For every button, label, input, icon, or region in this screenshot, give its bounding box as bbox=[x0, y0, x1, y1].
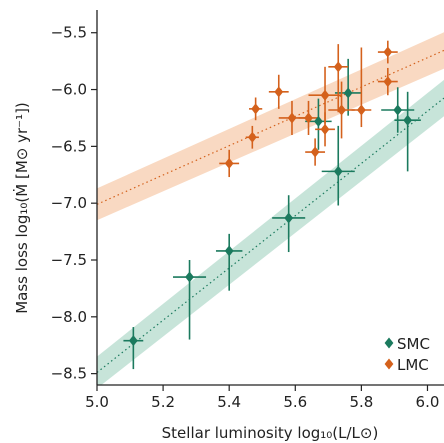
smc-fit-line bbox=[97, 97, 444, 373]
x-tick-label: 5.0 bbox=[85, 393, 109, 411]
smc-data-point bbox=[333, 165, 343, 177]
lmc-data-point bbox=[304, 112, 313, 124]
x-tick-label: 5.4 bbox=[217, 393, 241, 411]
y-axis-label: Mass loss log₁₀(Ṁ [M⊙ yr⁻¹]) bbox=[12, 102, 31, 314]
fit-lines bbox=[97, 49, 444, 373]
y-ticks: −5.5 −6.0 −6.5 −7.0 −7.5 −8.0 −8.5 bbox=[51, 24, 97, 383]
lmc-data-point bbox=[383, 46, 393, 58]
smc-data-point bbox=[185, 271, 194, 283]
smc-data-point bbox=[224, 245, 234, 257]
lmc-legend-label: LMC bbox=[397, 356, 429, 374]
smc-data-point bbox=[284, 212, 294, 224]
axes bbox=[96, 10, 444, 386]
legend: SMC LMC bbox=[384, 335, 430, 374]
lmc-legend-marker bbox=[384, 358, 394, 370]
lmc-data-point bbox=[383, 76, 393, 88]
smc-legend-label: SMC bbox=[397, 335, 430, 353]
y-tick-label: −7.5 bbox=[51, 251, 87, 269]
lmc-data-point bbox=[274, 86, 284, 98]
lmc-data-point bbox=[310, 146, 320, 158]
y-tick-label: −6.0 bbox=[51, 81, 87, 99]
smc-legend-marker bbox=[384, 337, 394, 349]
lmc-data-point bbox=[337, 104, 346, 116]
lmc-data-point bbox=[333, 61, 343, 73]
lmc-data-point bbox=[251, 103, 261, 115]
x-tick-label: 6.0 bbox=[416, 393, 440, 411]
y-tick-label: −5.5 bbox=[51, 24, 87, 42]
smc-data-point bbox=[314, 115, 323, 127]
confidence-bands bbox=[97, 32, 444, 385]
smc-data-point bbox=[393, 104, 403, 116]
y-tick-label: −7.0 bbox=[51, 194, 87, 212]
lmc-data-point bbox=[247, 131, 257, 143]
smc-data-point bbox=[403, 114, 413, 126]
x-ticks: 5.0 5.2 5.4 5.6 5.8 6.0 bbox=[85, 385, 439, 411]
smc-data-point bbox=[128, 335, 138, 347]
x-axis-label: Stellar luminosity log₁₀(L/L⊙) bbox=[162, 424, 379, 442]
x-tick-label: 5.2 bbox=[151, 393, 175, 411]
lmc-confidence-band bbox=[97, 32, 444, 221]
lmc-data-point bbox=[356, 104, 366, 116]
smc-data-point bbox=[343, 87, 353, 99]
data-markers bbox=[128, 46, 413, 347]
x-tick-label: 5.8 bbox=[349, 393, 373, 411]
y-tick-label: −8.5 bbox=[51, 365, 87, 383]
lmc-data-point bbox=[320, 89, 330, 101]
lmc-fit-line bbox=[97, 49, 444, 205]
lmc-data-point bbox=[287, 112, 297, 124]
x-tick-label: 5.6 bbox=[283, 393, 307, 411]
lmc-data-point bbox=[224, 157, 234, 169]
y-tick-label: −6.5 bbox=[51, 137, 87, 155]
smc-confidence-band bbox=[97, 79, 444, 385]
lmc-data-point bbox=[320, 123, 330, 135]
y-tick-label: −8.0 bbox=[51, 308, 87, 326]
